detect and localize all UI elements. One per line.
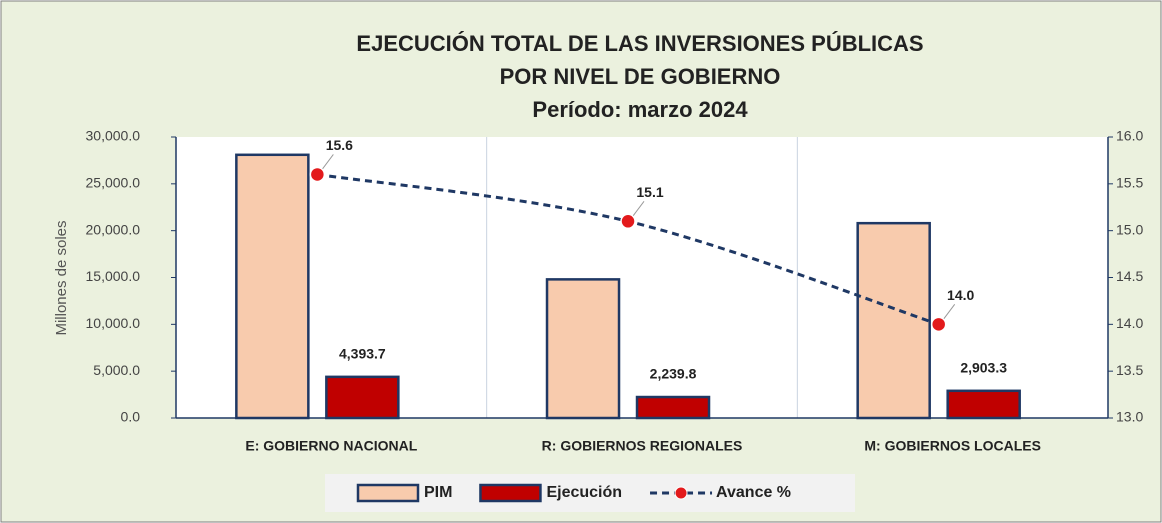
x-tick-label: R: GOBIERNOS REGIONALES bbox=[542, 438, 743, 454]
leader-line bbox=[631, 201, 645, 218]
leader-line bbox=[942, 304, 956, 321]
y2-tick-label: 15.0 bbox=[1116, 221, 1143, 237]
y2-tick-label: 13.0 bbox=[1116, 409, 1143, 425]
y-tick-label: 25,000.0 bbox=[86, 175, 141, 191]
x-tick-label: E: GOBIERNO NACIONAL bbox=[245, 438, 417, 454]
legend-label: PIM bbox=[424, 484, 452, 501]
y2-tick-label: 15.5 bbox=[1116, 175, 1143, 191]
data-label: 2,903.3 bbox=[960, 360, 1007, 376]
x-tick-label: M: GOBIERNOS LOCALES bbox=[864, 438, 1041, 454]
plot-area bbox=[176, 137, 1108, 418]
bar bbox=[856, 221, 931, 420]
y-tick-label: 15,000.0 bbox=[86, 268, 141, 284]
chart-title: EJECUCIÓN TOTAL DE LAS INVERSIONES PÚBLI… bbox=[356, 31, 923, 56]
point bbox=[930, 316, 947, 333]
y2-tick-label: 16.0 bbox=[1116, 128, 1143, 144]
y2-tick-label: 14.5 bbox=[1116, 268, 1143, 284]
legend-label: Avance % bbox=[716, 484, 791, 501]
bar bbox=[235, 153, 310, 420]
bar bbox=[545, 278, 621, 420]
y-tick-label: 10,000.0 bbox=[86, 315, 141, 331]
legend-marker bbox=[674, 486, 688, 500]
point bbox=[309, 166, 326, 183]
bar bbox=[946, 389, 1021, 420]
chart-title: Período: marzo 2024 bbox=[532, 97, 748, 122]
bar bbox=[635, 395, 711, 420]
data-label: 4,393.7 bbox=[339, 346, 386, 362]
bar bbox=[325, 375, 400, 420]
legend-swatch bbox=[356, 483, 420, 503]
legend-swatch bbox=[479, 483, 542, 503]
y-tick-label: 30,000.0 bbox=[86, 128, 141, 144]
y-tick-label: 5,000.0 bbox=[93, 362, 140, 378]
point bbox=[620, 213, 636, 230]
leader-line bbox=[320, 154, 334, 171]
y2-tick-label: 13.5 bbox=[1116, 362, 1143, 378]
legend-label: Ejecución bbox=[546, 484, 622, 501]
y-tick-label: 0.0 bbox=[121, 409, 141, 425]
chart-title: POR NIVEL DE GOBIERNO bbox=[500, 64, 781, 89]
y-tick-label: 20,000.0 bbox=[86, 221, 141, 237]
data-label: 14.0 bbox=[947, 287, 974, 303]
data-label: 2,239.8 bbox=[650, 366, 697, 382]
data-label: 15.1 bbox=[636, 184, 663, 200]
y-axis-label: Millones de soles bbox=[53, 220, 70, 335]
y2-tick-label: 14.0 bbox=[1116, 315, 1143, 331]
data-label: 15.6 bbox=[326, 137, 353, 153]
